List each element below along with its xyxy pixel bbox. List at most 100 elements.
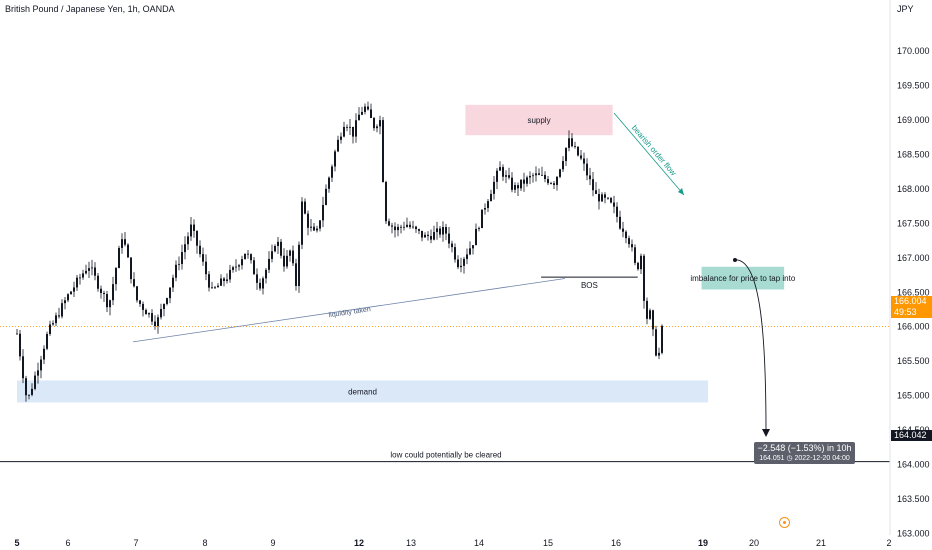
candle-body: [631, 244, 633, 248]
demand-zone: [17, 380, 709, 403]
candle-body: [508, 175, 510, 178]
y-tick-label: 165.500: [897, 356, 930, 366]
candle-body: [607, 197, 609, 199]
candle-body: [439, 228, 441, 235]
candle-body: [373, 117, 375, 129]
candle-body: [28, 394, 30, 396]
candle-body: [349, 126, 351, 128]
candle-body: [271, 251, 273, 259]
candle-body: [283, 255, 285, 267]
candle-body: [16, 333, 18, 335]
candle-body: [580, 155, 582, 159]
candle-body: [559, 169, 561, 177]
y-tick-label: 167.000: [897, 253, 930, 263]
candle-body: [442, 227, 444, 235]
candle-body: [499, 167, 501, 171]
bearish-arrowhead: [678, 188, 684, 195]
candle-body: [538, 173, 540, 175]
x-tick-label: 21: [816, 538, 826, 548]
candle-body: [355, 120, 357, 137]
candle-body: [523, 179, 525, 184]
candle-body: [238, 265, 240, 267]
y-tick-label: 170.000: [897, 46, 930, 56]
candle-body: [418, 229, 420, 231]
imbalance-zone: [701, 266, 785, 290]
candle-body: [469, 248, 471, 255]
y-tick-label: 164.000: [897, 460, 930, 470]
candle-body: [571, 138, 573, 147]
candle-body: [655, 329, 657, 356]
candle-body: [220, 278, 222, 286]
candle-body: [319, 220, 321, 229]
candle-body: [310, 226, 312, 228]
candle-body: [529, 175, 531, 178]
candle-body: [658, 352, 660, 356]
candle-body: [229, 269, 231, 280]
candle-body: [343, 126, 345, 137]
candle-body: [613, 202, 615, 207]
x-tick-label: 9: [270, 538, 275, 548]
candle-body: [619, 216, 621, 229]
candle-body: [31, 388, 33, 395]
candle-body: [643, 255, 645, 301]
candle-body: [484, 208, 486, 210]
candle-body: [511, 177, 513, 190]
candle-body: [568, 138, 570, 148]
y-tick-label: 163.500: [897, 494, 930, 504]
y-tick-label: 168.500: [897, 149, 930, 159]
x-tick-label: 19: [698, 538, 708, 548]
candle-body: [544, 174, 546, 180]
candle-body: [574, 146, 576, 147]
bearish-arrow: [613, 112, 685, 196]
candle-body: [130, 257, 132, 280]
target-icon[interactable]: [779, 517, 790, 528]
x-tick-label: 7: [133, 538, 138, 548]
candle-body: [157, 317, 159, 327]
candle-body: [265, 269, 267, 279]
candle-body: [193, 224, 195, 231]
measure-tooltip-time: 164.051 ◷ 2022-12-20 04:00: [759, 455, 850, 462]
candle-body: [520, 179, 522, 189]
candle-body: [223, 278, 225, 281]
candle-body: [610, 198, 612, 203]
candle-body: [601, 194, 603, 202]
candle-body: [91, 267, 93, 269]
candle-body: [196, 230, 198, 246]
x-tick-label: 5: [14, 538, 19, 548]
candle-body: [154, 321, 156, 327]
candle-body: [595, 190, 597, 195]
candle-body: [496, 170, 498, 182]
candle-body: [409, 224, 411, 228]
candle-body: [472, 245, 474, 249]
candle-body: [463, 258, 465, 266]
candle-body: [490, 193, 492, 202]
x-tick-label: 6: [65, 538, 70, 548]
candle-body: [61, 303, 63, 317]
candle-body: [301, 201, 303, 245]
candle-body: [535, 173, 537, 176]
y-tick-label: 167.500: [897, 218, 930, 228]
demand-label: demand: [348, 387, 377, 396]
candle-body: [112, 284, 114, 301]
candle-body: [586, 163, 588, 176]
y-tick-label: 169.500: [897, 81, 930, 91]
candle-body: [583, 158, 585, 164]
candle-body: [76, 277, 78, 288]
candle-body: [205, 261, 207, 275]
candle-body: [166, 298, 168, 304]
candle-body: [532, 175, 534, 177]
candle-body: [526, 177, 528, 184]
candle-body: [49, 324, 51, 334]
current-price-countdown: 49:53: [894, 307, 917, 317]
candle-body: [208, 274, 210, 288]
candle-body: [388, 221, 390, 226]
y-tick-label: 169.000: [897, 115, 930, 125]
candle-body: [517, 185, 519, 189]
candle-body: [94, 267, 96, 276]
candle-body: [115, 268, 117, 285]
candle-body: [424, 234, 426, 238]
chart-title: British Pound / Japanese Yen, 1h, OANDA: [5, 4, 175, 14]
candle-body: [82, 273, 84, 278]
candle-body: [199, 245, 201, 255]
